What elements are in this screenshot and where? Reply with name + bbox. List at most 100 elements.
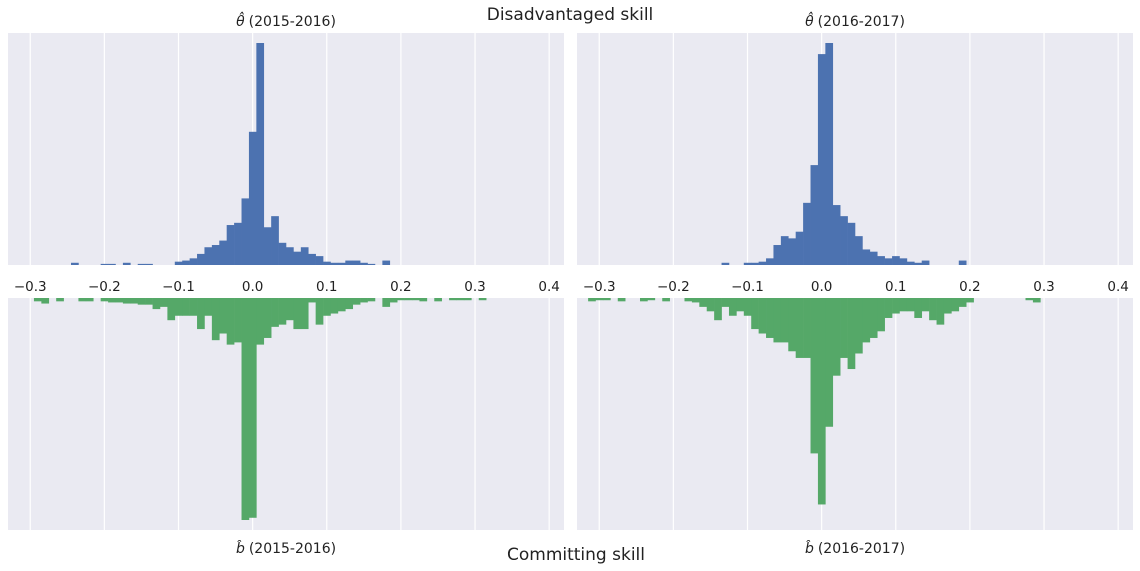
- histogram-bar: [721, 262, 730, 265]
- histogram-bar: [330, 298, 339, 314]
- histogram-bar: [226, 298, 235, 345]
- histogram-bar: [345, 260, 354, 265]
- x-tick-label: −0.2: [88, 279, 121, 295]
- histogram-bar: [382, 260, 391, 265]
- histogram-bar: [360, 262, 368, 265]
- histogram-bar: [617, 298, 626, 302]
- histogram-bar: [248, 131, 257, 265]
- histogram-bar: [840, 216, 848, 265]
- bottom-suptitle: Committing skill: [507, 545, 645, 565]
- histogram-bar: [691, 298, 700, 303]
- histogram-bar: [197, 298, 205, 330]
- histogram-bar: [921, 260, 930, 265]
- histogram-bar: [300, 247, 309, 265]
- histogram-bar: [855, 298, 863, 354]
- histogram-bar: [85, 298, 94, 302]
- histogram-bar: [33, 298, 42, 302]
- histogram-bar: [234, 298, 242, 343]
- histogram-bar: [1025, 298, 1034, 301]
- panel-title-years: (2015-2016): [249, 541, 336, 557]
- histogram-bar: [788, 298, 796, 352]
- histogram-bar: [286, 247, 294, 265]
- histogram-bar: [773, 245, 782, 265]
- x-tick-label: 0.2: [390, 279, 411, 295]
- histogram-bar: [743, 298, 752, 316]
- histogram-bar: [699, 298, 708, 307]
- histogram-bar: [906, 298, 915, 312]
- histogram-bar: [41, 298, 50, 304]
- histogram-bar: [315, 256, 324, 265]
- histogram-bar: [914, 298, 923, 318]
- histogram-bar: [921, 298, 930, 312]
- histogram-bar: [197, 253, 205, 265]
- histogram-bar: [595, 298, 604, 301]
- histogram-bar: [899, 258, 908, 265]
- histogram-bar: [810, 298, 819, 454]
- histogram-bar: [286, 298, 294, 321]
- x-tick-label: 0.4: [1107, 279, 1128, 295]
- histogram-bar: [892, 298, 900, 314]
- histogram-bar: [174, 261, 183, 265]
- histogram-bar: [434, 298, 442, 302]
- panel-title-years: (2015-2016): [249, 14, 336, 30]
- histogram-bar: [602, 298, 611, 301]
- panel-top-right: θ̂ (2016-2017) −0.3 −0.2 −0.1 0.0 0.1 0.2 0.3 0.4: [577, 11, 1133, 295]
- x-tick-label: 0.3: [464, 279, 485, 295]
- histogram-bar: [951, 298, 960, 312]
- histogram-bar: [100, 298, 109, 302]
- histogram-bar: [884, 258, 893, 265]
- histogram-bar: [877, 298, 885, 332]
- histogram-bar: [204, 247, 213, 265]
- histogram-bar: [929, 298, 937, 321]
- histogram-bar: [662, 298, 670, 302]
- x-tick-label: 0.3: [1033, 279, 1054, 295]
- histogram-bar: [906, 261, 915, 265]
- histogram-bar: [115, 298, 124, 303]
- histogram-bar: [758, 261, 767, 265]
- histogram-bar: [728, 298, 737, 316]
- histogram-bar: [360, 298, 368, 303]
- panel-title-symbol: θ̂: [805, 11, 814, 30]
- histogram-bar: [803, 298, 811, 358]
- histogram-bar: [219, 240, 227, 265]
- histogram-bar: [803, 202, 811, 265]
- panel-title: θ̂ (2015-2016): [236, 11, 336, 30]
- histogram-bar: [943, 298, 952, 314]
- panel-title-symbol: b̂: [805, 540, 814, 557]
- panel-top-left: θ̂ (2015-2016) −0.3 −0.2 −0.1 0.0 0.1 0.2 0.3 0.4: [8, 11, 564, 295]
- histogram-bar: [721, 298, 730, 307]
- histogram-bar: [323, 298, 331, 316]
- panel-title: b̂ (2016-2017): [805, 540, 905, 557]
- x-tick-label: −0.3: [583, 279, 616, 295]
- histogram-bar: [145, 263, 153, 265]
- histogram-bar: [817, 298, 826, 505]
- histogram-bar: [234, 222, 242, 265]
- histogram-bar: [100, 263, 109, 265]
- histogram-bar: [367, 298, 376, 302]
- histogram-bar: [382, 298, 391, 307]
- histogram-bar: [714, 298, 722, 321]
- histogram-bar: [825, 298, 834, 427]
- histogram-bar: [914, 262, 923, 265]
- histogram-bar: [108, 298, 116, 303]
- histogram-bar: [825, 43, 834, 265]
- histogram-bar: [855, 236, 863, 265]
- panel-title: θ̂ (2016-2017): [805, 11, 905, 30]
- x-tick-label: 0.0: [811, 279, 832, 295]
- x-tick-label: 0.1: [885, 279, 906, 295]
- histogram-bar: [137, 298, 146, 305]
- histogram-bar: [751, 262, 759, 265]
- x-tick-label: 0.4: [538, 279, 559, 295]
- histogram-bar: [936, 298, 945, 325]
- histogram-bar: [323, 261, 331, 265]
- histogram-bar: [248, 298, 257, 518]
- histogram-bar: [795, 298, 804, 358]
- histogram-bar: [241, 298, 250, 520]
- histogram-bar: [751, 298, 759, 330]
- histogram-bar: [56, 298, 64, 302]
- histogram-bar: [766, 258, 774, 265]
- histogram-bar: [78, 298, 87, 302]
- histogram-bar: [189, 298, 198, 316]
- histogram-bar: [780, 298, 789, 343]
- histogram-bar: [478, 298, 487, 301]
